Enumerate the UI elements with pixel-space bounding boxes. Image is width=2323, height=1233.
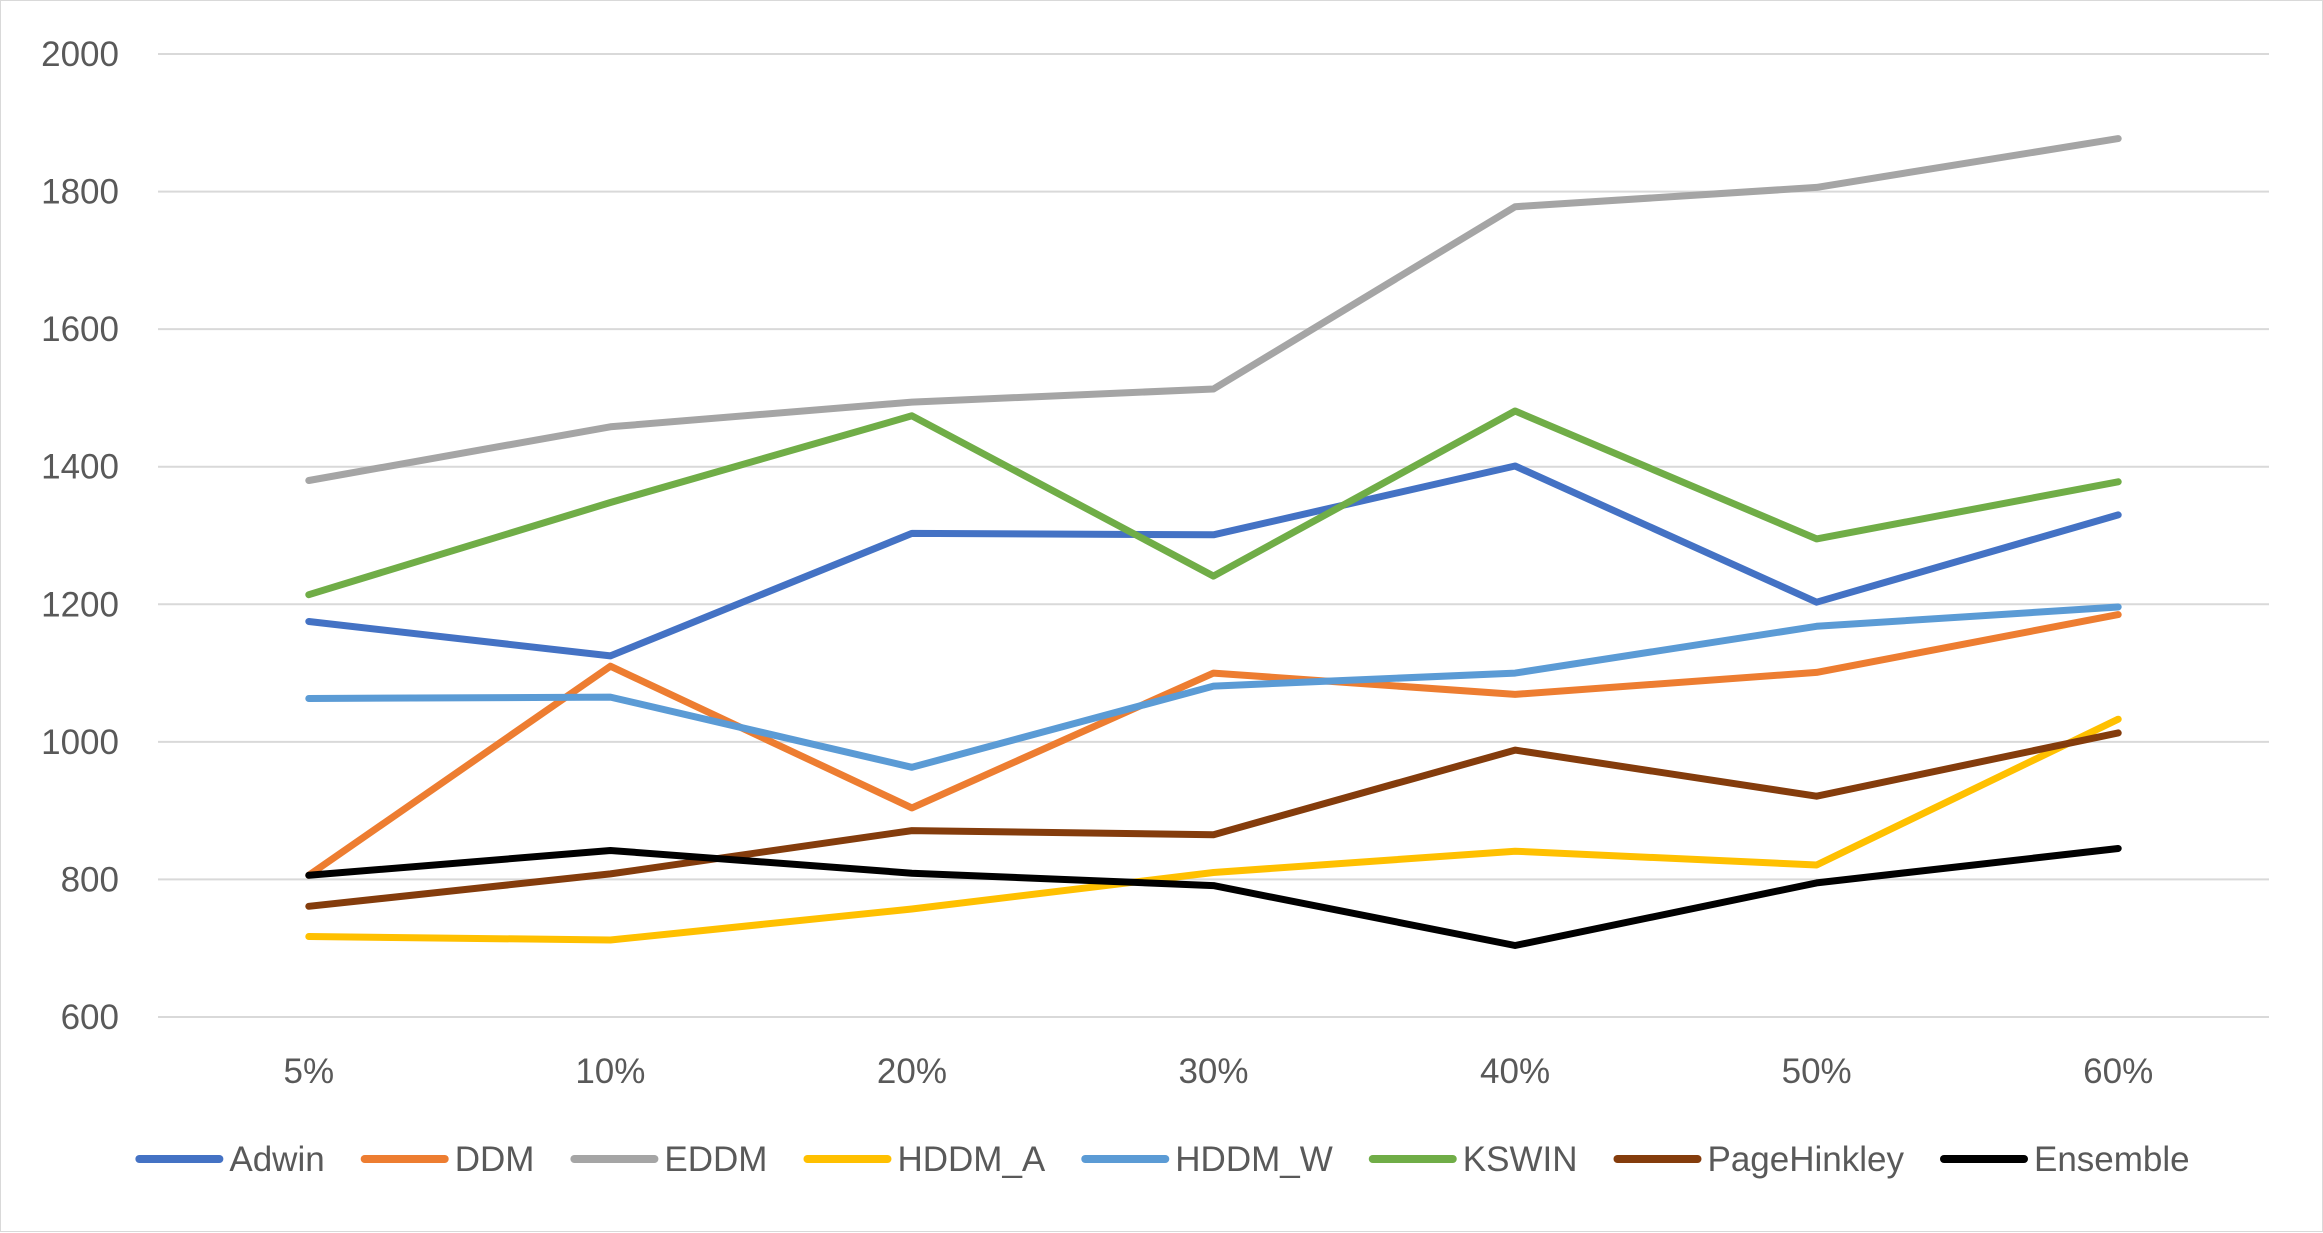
legend-item-adwin: Adwin — [135, 1140, 325, 1179]
legend-item-hddm-a: HDDM_A — [803, 1140, 1046, 1179]
y-tick-label: 2000 — [41, 35, 119, 74]
gridlines — [158, 53, 2269, 1018]
x-tick-label: 40% — [1480, 1052, 1550, 1091]
legend-label: KSWIN — [1463, 1140, 1578, 1179]
legend-item-pagehinkley: PageHinkley — [1613, 1140, 1904, 1179]
legend-label: EDDM — [664, 1140, 767, 1179]
y-tick-label: 800 — [61, 860, 119, 899]
series-line-adwin — [305, 462, 2122, 660]
y-tick-label: 1800 — [41, 173, 119, 212]
series-line-eddm — [305, 135, 2122, 484]
x-tick-label: 50% — [1782, 1052, 1852, 1091]
y-tick-label: 1600 — [41, 310, 119, 349]
legend-label: HDDM_A — [897, 1140, 1045, 1179]
y-tick-label: 1000 — [41, 723, 119, 762]
x-tick-label: 5% — [283, 1052, 334, 1091]
legend-label: Adwin — [229, 1140, 324, 1179]
legend-item-ddm: DDM — [360, 1140, 535, 1179]
x-tick-label: 20% — [877, 1052, 947, 1091]
series-line-hddm-w — [305, 603, 2122, 771]
legend-label: PageHinkley — [1707, 1140, 1904, 1179]
series-line-pagehinkley — [305, 729, 2122, 910]
legend-item-kswin: KSWIN — [1368, 1140, 1578, 1179]
legend: Adwin DDM EDDM HDDM_A HDDM_W KSWIN PageHinkley… — [135, 1140, 2190, 1179]
x-tick-label: 30% — [1178, 1052, 1248, 1091]
series-lines — [305, 135, 2122, 949]
legend-item-hddm-w: HDDM_W — [1081, 1140, 1333, 1179]
legend-label: DDM — [455, 1140, 535, 1179]
legend-label: HDDM_W — [1175, 1140, 1332, 1179]
y-tick-label: 600 — [61, 998, 119, 1037]
series-line-kswin — [305, 407, 2122, 599]
series-line-hddm-a — [305, 715, 2122, 944]
legend-item-eddm: EDDM — [570, 1140, 767, 1179]
y-axis-ticks: 600 800 1000 1200 1400 1600 1800 2000 — [41, 35, 119, 1037]
x-axis-ticks: 5% 10% 20% 30% 40% 50% 60% — [283, 1052, 2153, 1091]
series-line-ddm — [305, 611, 2122, 879]
y-tick-label: 1400 — [41, 448, 119, 487]
x-tick-label: 10% — [575, 1052, 645, 1091]
x-tick-label: 60% — [2083, 1052, 2153, 1091]
legend-label: Ensemble — [2034, 1140, 2190, 1179]
y-tick-label: 1200 — [41, 585, 119, 624]
series-line-ensemble — [305, 845, 2122, 949]
legend-item-ensemble: Ensemble — [1939, 1140, 2190, 1179]
